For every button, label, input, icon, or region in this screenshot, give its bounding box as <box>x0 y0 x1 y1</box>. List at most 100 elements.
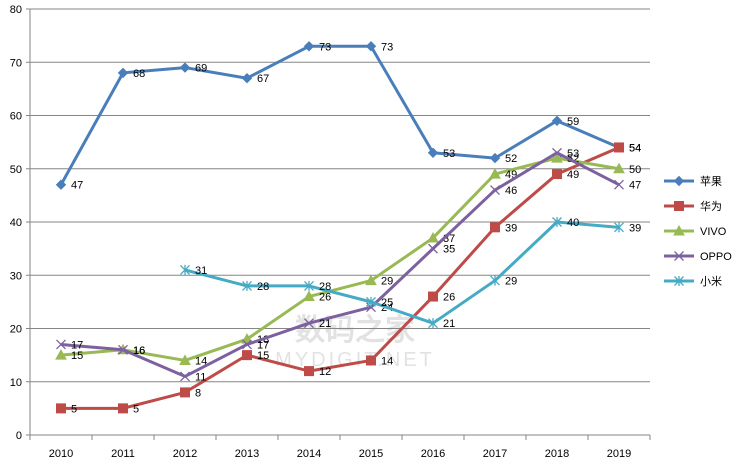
data-label: 21 <box>319 318 331 330</box>
data-point <box>179 354 191 365</box>
legend-item: 华为 <box>664 199 722 213</box>
data-label: 35 <box>443 244 455 256</box>
series-4: 31 28 28 25 21 29 40 39 <box>180 217 641 330</box>
data-point <box>365 41 377 52</box>
data-label: 47 <box>71 180 83 192</box>
x-tick-label: 2014 <box>297 448 321 460</box>
data-label: 50 <box>629 164 641 176</box>
x-tick-label: 2011 <box>111 448 135 460</box>
data-label: 28 <box>319 281 331 293</box>
axes: 0 10 20 30 40 50 60 70 80 2010 2011 2012 2013 2014 201… <box>10 4 651 460</box>
data-point <box>55 349 67 360</box>
data-label: 40 <box>567 217 579 229</box>
data-point <box>55 179 67 190</box>
data-point <box>428 291 438 302</box>
series-line <box>61 146 620 410</box>
x-tick-label: 2013 <box>235 448 259 460</box>
data-point <box>241 73 253 84</box>
legend-marker <box>674 251 684 261</box>
data-point <box>552 147 562 158</box>
x-tick-label: 2015 <box>359 448 383 460</box>
data-label: 49 <box>567 169 579 181</box>
data-label: 39 <box>505 222 517 234</box>
data-label: 12 <box>319 366 331 378</box>
data-label: 15 <box>71 350 83 362</box>
data-label: 59 <box>567 116 579 128</box>
data-label: 14 <box>195 355 207 367</box>
data-label: 17 <box>71 339 83 351</box>
x-tick-label: 2018 <box>545 448 569 460</box>
data-label: 28 <box>257 281 269 293</box>
data-point <box>613 162 625 174</box>
legend-marker <box>673 224 685 236</box>
data-point <box>304 318 314 329</box>
data-point <box>56 339 66 350</box>
legend-item: OPPO <box>664 251 732 263</box>
data-label: 21 <box>443 318 455 330</box>
y-tick-label: 70 <box>10 57 22 69</box>
data-label: 67 <box>257 73 269 85</box>
data-point <box>490 185 500 196</box>
data-point <box>180 264 190 275</box>
data-point <box>117 67 129 79</box>
data-point <box>242 280 252 291</box>
series-line <box>60 156 620 362</box>
data-point <box>551 152 563 163</box>
legend-label: 苹果 <box>700 174 722 188</box>
x-tick-label: 2016 <box>421 448 445 460</box>
data-point <box>180 387 190 398</box>
data-label: 5 <box>71 403 77 415</box>
data-label: 68 <box>133 68 145 80</box>
x-tick-label: 2017 <box>483 448 507 460</box>
data-point <box>365 274 377 286</box>
data-point <box>303 41 315 52</box>
data-label: 54 <box>629 142 641 154</box>
data-point <box>428 318 438 329</box>
x-tick-label: 2019 <box>607 448 631 460</box>
data-point <box>427 147 439 158</box>
data-label: 52 <box>505 153 517 165</box>
data-label: 39 <box>629 222 641 234</box>
data-label: 29 <box>381 276 393 288</box>
legend-marker <box>674 276 684 286</box>
data-point <box>242 350 252 361</box>
y-tick-label: 80 <box>10 4 22 16</box>
data-label: 5 <box>133 403 139 415</box>
data-label: 29 <box>505 276 517 288</box>
legend-label: 华为 <box>700 199 722 213</box>
data-label: 73 <box>381 41 393 53</box>
data-label: 15 <box>257 350 269 362</box>
data-label: 16 <box>133 345 145 357</box>
data-point <box>489 152 501 164</box>
series-line <box>60 151 620 378</box>
data-label: 47 <box>629 180 641 192</box>
legend-label: 小米 <box>700 275 722 288</box>
data-point <box>303 290 315 302</box>
data-point <box>56 403 66 414</box>
data-label: 26 <box>443 292 455 304</box>
data-point <box>428 243 438 254</box>
y-tick-label: 30 <box>10 270 22 282</box>
watermark-text-cn: 数码之家 <box>295 313 415 347</box>
legend-label: VIVO <box>700 226 727 238</box>
legend-label: OPPO <box>700 251 732 263</box>
y-tick-label: 10 <box>10 377 22 389</box>
data-label: 11 <box>195 371 206 383</box>
series-line <box>184 220 620 325</box>
x-tick-label: 2010 <box>49 448 73 460</box>
data-point <box>552 217 562 227</box>
legend-item: 小米 <box>664 275 722 288</box>
series-1: 5 5 8 15 12 14 26 39 49 54 <box>56 142 641 415</box>
data-label: 17 <box>257 339 269 351</box>
data-point <box>614 179 624 190</box>
data-point <box>304 366 314 377</box>
y-tick-label: 0 <box>16 430 22 442</box>
data-point <box>614 142 624 153</box>
legend-item: VIVO <box>664 224 727 238</box>
